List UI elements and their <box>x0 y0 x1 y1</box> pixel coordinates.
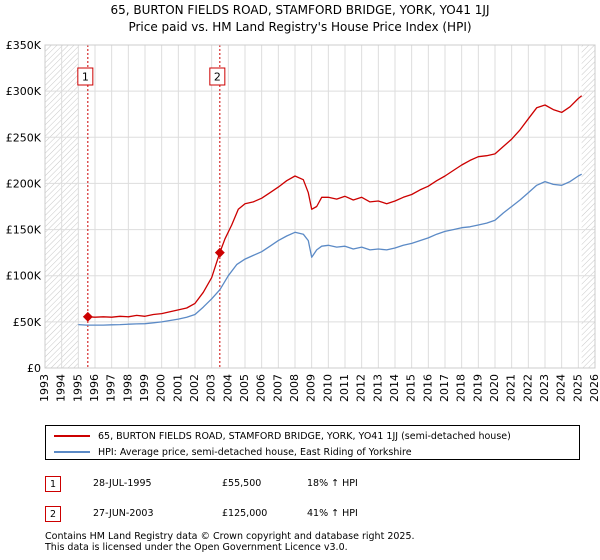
x-tick-label: 1996 <box>88 374 101 402</box>
chart-title: 65, BURTON FIELDS ROAD, STAMFORD BRIDGE,… <box>110 3 489 17</box>
x-tick-label: 2017 <box>438 374 451 402</box>
x-tick-label: 2008 <box>288 374 301 402</box>
transaction-hpi: 18% ↑ HPI <box>307 478 358 489</box>
y-tick-label: £0 <box>27 362 41 375</box>
x-tick-label: 2010 <box>321 374 334 402</box>
legend-blue-line <box>54 451 90 453</box>
x-tick-label: 2026 <box>588 374 600 402</box>
x-tick-label: 2019 <box>471 374 484 402</box>
transaction-date: 28-JUL-1995 <box>93 478 152 489</box>
legend-red-line <box>54 435 90 437</box>
transactions-table: 1 28-JUL-1995 £55,500 18% ↑ HPI 2 27-JUN… <box>45 476 445 536</box>
legend-hpi-label: HPI: Average price, semi-detached house,… <box>98 446 412 458</box>
plot-frame <box>44 44 596 369</box>
transaction-hpi: 41% ↑ HPI <box>307 508 358 519</box>
y-tick-label: £50K <box>13 316 42 329</box>
x-tick-label: 1995 <box>71 374 84 402</box>
x-tick-label: 2011 <box>338 374 351 402</box>
y-tick-label: £150K <box>6 224 42 237</box>
x-tick-label: 1997 <box>105 374 118 402</box>
x-tick-label: 1993 <box>38 374 51 402</box>
price-chart: 65, BURTON FIELDS ROAD, STAMFORD BRIDGE,… <box>6 3 600 402</box>
x-tick-label: 2023 <box>538 374 551 402</box>
x-tick-label: 2000 <box>155 374 168 402</box>
legend-property-label: 65, BURTON FIELDS ROAD, STAMFORD BRIDGE,… <box>98 430 511 442</box>
legend-item-property: 65, BURTON FIELDS ROAD, STAMFORD BRIDGE,… <box>54 429 511 443</box>
footer-line-1: Contains HM Land Registry data © Crown c… <box>45 531 415 542</box>
x-tick-label: 1998 <box>121 374 134 402</box>
sale-marker-box <box>77 67 94 86</box>
plot-background <box>45 45 595 368</box>
transaction-number: 2 <box>45 506 61 522</box>
sale-marker-label: 1 <box>82 71 89 84</box>
x-tick-label: 2016 <box>421 374 434 402</box>
x-tick-label: 2018 <box>455 374 468 402</box>
transaction-number: 1 <box>45 476 61 492</box>
y-tick-label: £200K <box>6 177 42 190</box>
property-price-line <box>87 95 583 318</box>
y-tick-label: £100K <box>6 270 42 283</box>
x-tick-label: 2007 <box>271 374 284 402</box>
y-tick-label: £250K <box>6 131 42 144</box>
x-tick-label: 2006 <box>255 374 268 402</box>
x-tick-label: 2012 <box>355 374 368 402</box>
transaction-price: £55,500 <box>222 478 262 489</box>
legend: 65, BURTON FIELDS ROAD, STAMFORD BRIDGE,… <box>45 425 580 460</box>
x-tick-label: 2004 <box>221 374 234 402</box>
x-tick-label: 2015 <box>405 374 418 402</box>
transaction-date: 27-JUN-2003 <box>93 508 154 519</box>
x-tick-label: 2013 <box>371 374 384 402</box>
x-tick-label: 1999 <box>138 374 151 402</box>
legend-item-hpi: HPI: Average price, semi-detached house,… <box>54 445 412 459</box>
hatched-region <box>581 45 595 368</box>
transaction-price: £125,000 <box>222 508 268 519</box>
y-tick-label: £300K <box>6 85 42 98</box>
x-tick-label: 2024 <box>555 374 568 402</box>
transaction-row: 2 27-JUN-2003 £125,000 41% ↑ HPI <box>45 506 445 524</box>
sale-point <box>214 247 225 258</box>
x-tick-label: 1994 <box>55 374 68 402</box>
x-tick-label: 2005 <box>238 374 251 402</box>
chart-subtitle: Price paid vs. HM Land Registry's House … <box>128 20 471 34</box>
hpi-line <box>78 173 583 326</box>
x-tick-label: 2009 <box>305 374 318 402</box>
x-tick-label: 2021 <box>505 374 518 402</box>
footer-line-2: This data is licensed under the Open Gov… <box>45 542 348 553</box>
transaction-row: 1 28-JUL-1995 £55,500 18% ↑ HPI <box>45 476 445 494</box>
x-tick-label: 2020 <box>488 374 501 402</box>
y-tick-label: £350K <box>6 39 42 52</box>
x-tick-label: 2014 <box>388 374 401 402</box>
sale-marker-label: 2 <box>214 71 221 84</box>
x-tick-label: 2001 <box>171 374 184 402</box>
x-tick-label: 2022 <box>521 374 534 402</box>
footer-attribution: Contains HM Land Registry data © Crown c… <box>45 531 415 553</box>
x-tick-label: 2003 <box>205 374 218 402</box>
x-tick-label: 2025 <box>571 374 584 402</box>
sale-marker-box <box>209 67 226 86</box>
x-tick-label: 2002 <box>188 374 201 402</box>
